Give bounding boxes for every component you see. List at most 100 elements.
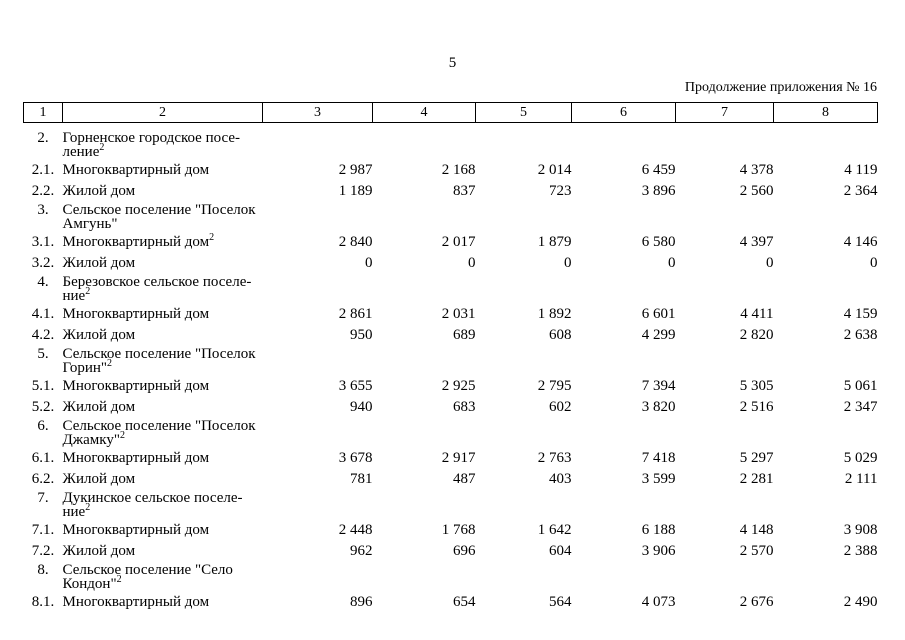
value-cell: 5 297 <box>739 450 774 466</box>
table-row: 5.1. Многоквартирный дом 3 655 2 925 2 795 7 … <box>24 376 878 397</box>
value-cell: 2 364 <box>843 183 878 199</box>
value-cell: 962 <box>350 543 373 559</box>
value-cell: 654 <box>453 594 476 610</box>
value-cell: 7 418 <box>641 450 676 466</box>
value-cell: 2 031 <box>441 306 476 322</box>
row-name-cell: Многоквартирный дом2 <box>63 232 263 253</box>
value-cell: 1 642 <box>537 522 572 538</box>
footnote-marker: 2 <box>99 142 105 153</box>
value-cell: 837 <box>453 183 476 199</box>
value-cell <box>774 418 878 448</box>
section-row: 7. Дукинское сельское поселе- ние2 <box>24 490 878 520</box>
row-name-cell: Сельское поселение "Поселок Горин"2 <box>63 346 263 376</box>
value-cell <box>676 274 774 304</box>
table-row: 2.2. Жилой дом 1 189 837 723 3 896 2 560 2 364 <box>24 181 878 202</box>
value-cell <box>572 490 676 520</box>
spacer-row <box>24 123 878 131</box>
value-cell <box>373 562 476 592</box>
row-number: 5.2. <box>31 399 55 415</box>
table-row: 6.2. Жилой дом 781 487 403 3 599 2 281 2 111 <box>24 469 878 490</box>
row-name-cell: Березовское сельское поселе- ние2 <box>63 274 263 304</box>
value-cell <box>263 274 373 304</box>
value-cell: 1 892 <box>537 306 572 322</box>
row-name-cell: Многоквартирный дом <box>63 160 263 181</box>
row-name-cell: Сельское поселение "Поселок Амгунь" <box>63 202 263 232</box>
value-cell <box>774 490 878 520</box>
value-cell: 0 <box>870 255 878 271</box>
row-name-cell: Многоквартирный дом <box>63 304 263 325</box>
value-cell <box>572 346 676 376</box>
value-cell: 2 516 <box>739 399 774 415</box>
table-row: 3.2. Жилой дом 0 0 0 0 0 0 <box>24 253 878 274</box>
value-cell <box>676 130 774 160</box>
value-cell <box>676 418 774 448</box>
row-name-cell: Горненское городское посе- ление2 <box>63 130 263 160</box>
value-cell: 1 879 <box>537 234 572 250</box>
value-cell <box>774 130 878 160</box>
value-cell: 602 <box>549 399 572 415</box>
continuation-note: Продолжение приложения № 16 <box>684 80 877 95</box>
value-cell: 940 <box>350 399 373 415</box>
value-cell: 3 599 <box>641 471 676 487</box>
value-cell <box>263 490 373 520</box>
value-cell: 689 <box>453 327 476 343</box>
value-cell <box>476 202 572 232</box>
row-name-cell: Жилой дом <box>63 397 263 418</box>
value-cell: 5 305 <box>739 378 774 394</box>
col-header: 6 <box>571 102 676 123</box>
section-row: 5. Сельское поселение "Поселок Горин"2 <box>24 346 878 376</box>
row-name-cell: Многоквартирный дом <box>63 520 263 541</box>
table-row: 3.1. Многоквартирный дом2 2 840 2 017 1 879 6… <box>24 232 878 253</box>
row-name-cell: Сельское поселение "Поселок Джамку"2 <box>63 418 263 448</box>
value-cell <box>373 346 476 376</box>
col-header: 7 <box>675 102 774 123</box>
value-cell: 2 570 <box>739 543 774 559</box>
value-cell <box>373 130 476 160</box>
value-cell: 723 <box>549 183 572 199</box>
row-name-cell: Жилой дом <box>63 181 263 202</box>
row-name-cell: Сельское поселение "Село Кондон"2 <box>63 562 263 592</box>
row-name: Многоквартирный дом <box>62 594 210 610</box>
value-cell: 604 <box>549 543 572 559</box>
row-name-cell: Многоквартирный дом <box>63 376 263 397</box>
value-cell <box>373 490 476 520</box>
value-cell: 3 820 <box>641 399 676 415</box>
value-cell <box>476 346 572 376</box>
value-cell: 2 840 <box>338 234 373 250</box>
footnote-marker: 2 <box>85 502 91 513</box>
value-cell: 3 908 <box>843 522 878 538</box>
section-row: 6. Сельское поселение "Поселок Джамку"2 <box>24 418 878 448</box>
value-cell <box>774 562 878 592</box>
value-cell <box>676 562 774 592</box>
row-number: 4.1. <box>31 306 55 322</box>
row-name: Жилой дом <box>62 399 136 415</box>
footnote-marker: 2 <box>107 358 113 369</box>
row-name: Жилой дом <box>62 255 136 271</box>
table-row: 7.2. Жилой дом 962 696 604 3 906 2 570 2 388 <box>24 541 878 562</box>
row-name-cell: Жилой дом <box>63 253 263 274</box>
row-name: Сельское поселение "Село Кондон" <box>62 562 233 592</box>
row-number: 5. <box>37 346 49 362</box>
value-cell <box>676 346 774 376</box>
row-number: 4.2. <box>31 327 55 343</box>
row-number: 7.1. <box>31 522 55 538</box>
value-cell: 2 795 <box>537 378 572 394</box>
value-cell: 0 <box>564 255 572 271</box>
row-name-cell: Жилой дом <box>63 541 263 562</box>
row-number: 5.1. <box>31 378 55 394</box>
row-name-cell: Многоквартирный дом <box>63 592 263 613</box>
section-row: 4. Березовское сельское поселе- ние2 <box>24 274 878 304</box>
footnote-marker: 2 <box>209 232 215 243</box>
value-cell <box>373 202 476 232</box>
table-body: 2. Горненское городское посе- ление2 2.1. М… <box>24 123 878 614</box>
value-cell: 564 <box>549 594 572 610</box>
value-cell: 6 580 <box>641 234 676 250</box>
value-cell <box>774 202 878 232</box>
row-name: Многоквартирный дом <box>62 162 210 178</box>
row-number: 2. <box>37 130 49 146</box>
value-cell <box>476 418 572 448</box>
col-header: 2 <box>62 102 263 123</box>
row-name: Многоквартирный дом <box>62 378 210 394</box>
value-cell: 2 388 <box>843 543 878 559</box>
